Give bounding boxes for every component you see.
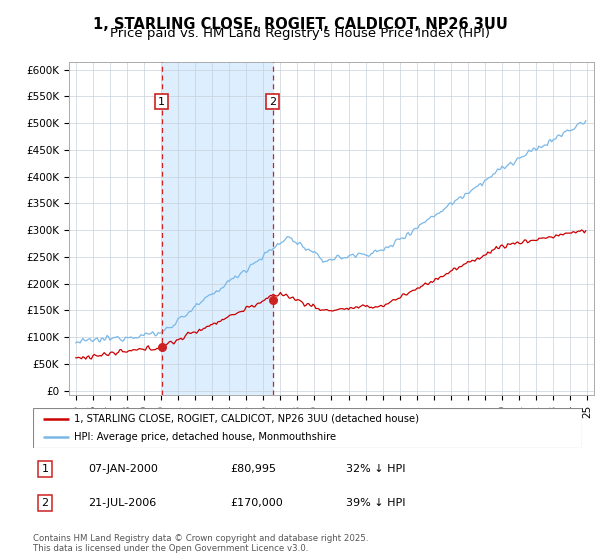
Text: £80,995: £80,995 [230,464,277,474]
FancyBboxPatch shape [33,408,582,448]
Text: 32% ↓ HPI: 32% ↓ HPI [346,464,406,474]
Text: 1: 1 [41,464,49,474]
Text: 39% ↓ HPI: 39% ↓ HPI [346,498,406,508]
Text: HPI: Average price, detached house, Monmouthshire: HPI: Average price, detached house, Monm… [74,432,337,442]
Text: Contains HM Land Registry data © Crown copyright and database right 2025.
This d: Contains HM Land Registry data © Crown c… [33,534,368,553]
Text: 1, STARLING CLOSE, ROGIET, CALDICOT, NP26 3UU (detached house): 1, STARLING CLOSE, ROGIET, CALDICOT, NP2… [74,414,419,423]
Text: Price paid vs. HM Land Registry's House Price Index (HPI): Price paid vs. HM Land Registry's House … [110,27,490,40]
Text: 2: 2 [41,498,49,508]
Text: 07-JAN-2000: 07-JAN-2000 [88,464,158,474]
Bar [161,62,272,395]
Text: £170,000: £170,000 [230,498,283,508]
Text: 1: 1 [158,97,165,107]
Text: 21-JUL-2006: 21-JUL-2006 [88,498,156,508]
Text: 2: 2 [269,97,276,107]
Text: 1, STARLING CLOSE, ROGIET, CALDICOT, NP26 3UU: 1, STARLING CLOSE, ROGIET, CALDICOT, NP2… [92,17,508,32]
